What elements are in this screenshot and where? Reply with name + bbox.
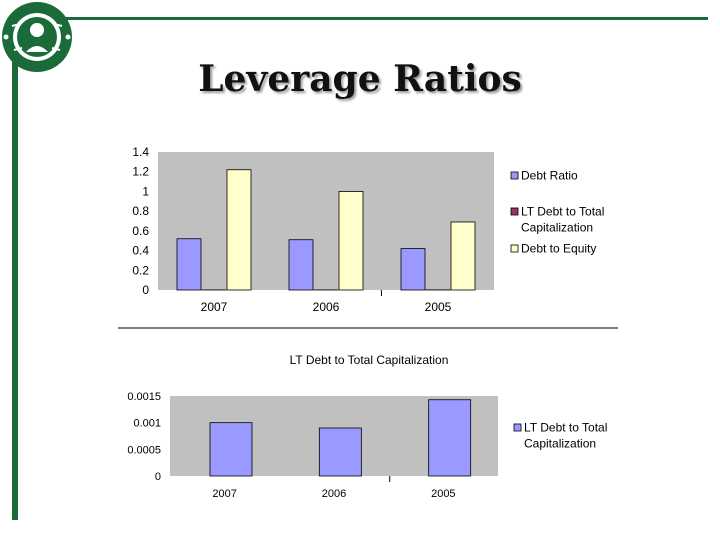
y-tick-label: 0.001	[133, 418, 161, 430]
x-category-label: 2006	[322, 488, 346, 500]
bar	[318, 427, 362, 477]
slide-title: Leverage Ratios	[198, 58, 522, 100]
y-tick-label: 0.8	[132, 204, 149, 218]
bar	[209, 422, 253, 477]
bar	[176, 238, 202, 291]
plot-area	[158, 152, 494, 290]
y-tick-label: 0	[142, 283, 149, 297]
y-tick-label: 0.0015	[127, 391, 161, 403]
chart-title: LT Debt to Total Capitalization	[290, 353, 449, 367]
legend-label: Debt Ratio	[521, 169, 578, 183]
y-tick-label: 0.0005	[127, 444, 161, 456]
legend-label: LT Debt to Total Capitalization	[521, 205, 604, 235]
legend-label: Debt to Equity	[521, 242, 596, 256]
legend-swatch	[510, 171, 519, 180]
y-tick-label: 0.4	[132, 244, 149, 258]
bar	[450, 221, 476, 291]
y-tick-label: 0.6	[132, 224, 149, 238]
legend-label: LT Debt to Total Capitalization	[524, 421, 607, 451]
legend-swatch	[510, 207, 519, 216]
bar	[400, 248, 426, 291]
x-category-label: 2007	[201, 300, 228, 314]
left-accent-bar	[12, 14, 18, 520]
bar	[288, 239, 314, 291]
chart-leverage-ratios: 0 0.2 0.4 0.6 0.8 1 1.2 1.4 2007 2006 2005 Debt Rat…	[132, 145, 604, 314]
legend-swatch	[513, 423, 522, 432]
y-tick-label: 1.4	[132, 145, 149, 159]
bar	[338, 191, 364, 291]
x-category-label: 2005	[425, 300, 452, 314]
y-tick-label: 1	[142, 184, 149, 198]
bar	[428, 399, 472, 477]
top-accent-bar	[12, 17, 708, 20]
chart-lt-debt: 0 0.0005 0.001 0.0015 2007 2006 2005 LT Debt to…	[127, 353, 607, 500]
y-tick-label: 1.2	[132, 165, 149, 179]
y-tick-label: 0.2	[132, 263, 149, 277]
y-tick-label: 0	[155, 471, 161, 483]
x-category-label: 2005	[431, 488, 455, 500]
bar	[226, 169, 252, 291]
x-category-label: 2007	[212, 488, 236, 500]
x-category-label: 2006	[313, 300, 340, 314]
starbucks-logo	[2, 2, 72, 72]
legend-swatch	[510, 244, 519, 253]
